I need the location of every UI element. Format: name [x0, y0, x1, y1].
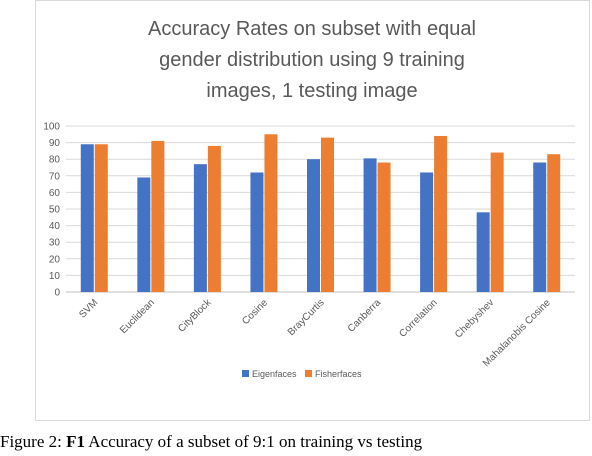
- bar-eigenfaces: [137, 177, 151, 292]
- bar-eigenfaces: [420, 172, 434, 292]
- chart-title-line: images, 1 testing image: [206, 80, 417, 102]
- legend-label: Fisherfaces: [315, 369, 362, 379]
- bar-eigenfaces: [80, 144, 94, 292]
- bar-fisherfaces: [151, 140, 165, 292]
- y-tick-label: 90: [49, 138, 61, 149]
- x-tick-label: Cosine: [240, 297, 270, 327]
- y-tick-label: 80: [49, 155, 61, 166]
- bar-fisherfaces: [547, 154, 561, 292]
- bar-fisherfaces: [94, 144, 108, 292]
- y-tick-label: 40: [49, 221, 61, 232]
- bar-fisherfaces: [264, 134, 278, 292]
- y-tick-label: 50: [49, 205, 61, 216]
- x-tick-label: CityBlock: [176, 297, 214, 335]
- bar-eigenfaces: [363, 158, 377, 292]
- bar-fisherfaces: [207, 145, 221, 292]
- x-tick-label: SVM: [77, 297, 100, 320]
- x-tick-label: BrayCurtis: [286, 297, 327, 338]
- bar-eigenfaces: [193, 164, 207, 292]
- figure-caption: Figure 2: F1 Accuracy of a subset of 9:1…: [0, 432, 592, 456]
- bar-eigenfaces: [476, 212, 490, 292]
- y-tick-label: 100: [43, 122, 60, 133]
- chart-title-line: Accuracy Rates on subset with equal: [148, 18, 476, 40]
- legend-swatch: [242, 370, 249, 377]
- bar-fisherfaces: [377, 162, 391, 292]
- legend-swatch: [305, 370, 312, 377]
- x-tick-label: Chebyshev: [453, 297, 496, 340]
- x-tick-label: Euclidean: [118, 297, 157, 336]
- y-tick-label: 70: [49, 171, 61, 182]
- chart-title-line: gender distribution using 9 training: [159, 49, 465, 71]
- y-tick-label: 10: [49, 271, 61, 282]
- caption-rest: Accuracy of a subset of 9:1 on training …: [85, 432, 423, 451]
- caption-bold: F1: [66, 432, 85, 451]
- bar-fisherfaces: [490, 152, 504, 292]
- bar-chart: Accuracy Rates on subset with equal gende…: [43, 18, 575, 379]
- bar-eigenfaces: [307, 159, 320, 292]
- bar-fisherfaces: [321, 137, 334, 292]
- bar-eigenfaces: [250, 172, 264, 292]
- y-tick-label: 60: [49, 188, 61, 199]
- bar-eigenfaces: [533, 162, 547, 292]
- bar-fisherfaces: [434, 135, 448, 292]
- y-tick-label: 0: [54, 288, 60, 299]
- caption-prefix: Figure 2:: [0, 432, 67, 451]
- legend-label: Eigenfaces: [252, 369, 297, 379]
- y-tick-label: 20: [49, 254, 61, 265]
- y-tick-label: 30: [49, 238, 61, 249]
- x-tick-label: Canberra: [346, 297, 384, 335]
- x-tick-label: Correlation: [397, 297, 439, 339]
